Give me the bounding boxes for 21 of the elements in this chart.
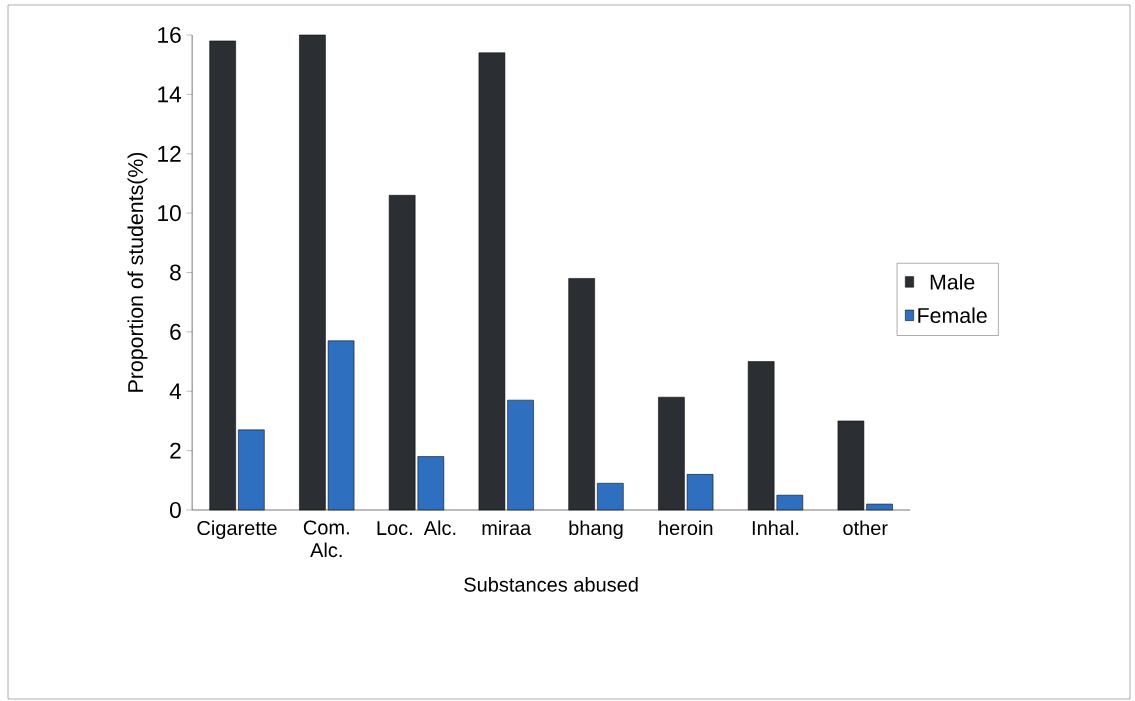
legend-label: Female <box>918 307 987 324</box>
y-tick-label: 6 <box>170 323 181 340</box>
y-tick-label: 12 <box>158 145 181 162</box>
y-tick-label: 16 <box>158 26 181 44</box>
y-tick-label: 14 <box>158 86 182 103</box>
x-tick-label: Cigarette <box>197 520 277 540</box>
y-tick-label: 10 <box>158 205 181 222</box>
legend-label: Male <box>930 273 975 290</box>
x-tick-label: miraa <box>482 520 532 536</box>
x-tick-label: other <box>843 520 888 536</box>
x-tick-label: Loc. Alc. <box>377 520 456 536</box>
x-tick-label: Inhal. <box>752 520 799 536</box>
y-tick-label: 2 <box>170 442 181 459</box>
x-axis-title: Substances abused <box>464 577 638 592</box>
x-tick-label: bhang <box>569 520 623 540</box>
y-tick-label: 8 <box>170 264 181 281</box>
y-tick-label: 0 <box>170 501 181 519</box>
y-tick-label: 4 <box>169 383 182 400</box>
x-tick-label: Com. Alc. <box>303 520 349 558</box>
x-tick-label: heroin <box>659 520 713 536</box>
y-axis-title: Proportion of students(%) <box>127 152 148 392</box>
